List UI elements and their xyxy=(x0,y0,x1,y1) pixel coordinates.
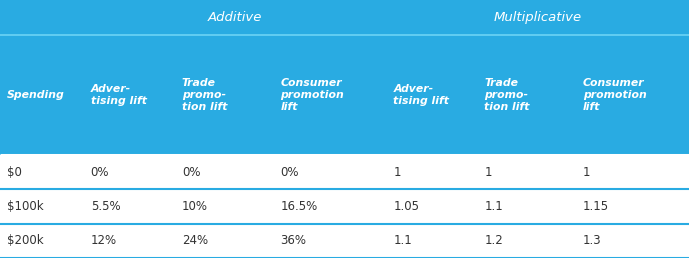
Text: Consumer
promotion
lift: Consumer promotion lift xyxy=(280,78,344,112)
Bar xyxy=(0,189,689,224)
Text: 1.05: 1.05 xyxy=(393,200,420,213)
Bar xyxy=(0,0,689,35)
Text: Multiplicative: Multiplicative xyxy=(493,11,582,24)
Text: 10%: 10% xyxy=(182,200,208,213)
Text: 1: 1 xyxy=(484,166,492,179)
Bar xyxy=(0,155,689,189)
Text: Spending: Spending xyxy=(7,90,65,100)
Bar xyxy=(0,35,689,155)
Text: 24%: 24% xyxy=(182,234,208,247)
Text: $0: $0 xyxy=(7,166,22,179)
Text: 0%: 0% xyxy=(182,166,200,179)
Text: 0%: 0% xyxy=(280,166,299,179)
Text: Trade
promo-
tion lift: Trade promo- tion lift xyxy=(484,78,530,112)
Text: 12%: 12% xyxy=(91,234,117,247)
Text: 1: 1 xyxy=(583,166,590,179)
Text: 5.5%: 5.5% xyxy=(91,200,121,213)
Bar xyxy=(0,224,689,258)
Text: 16.5%: 16.5% xyxy=(280,200,318,213)
Text: $200k: $200k xyxy=(7,234,43,247)
Text: 1.1: 1.1 xyxy=(393,234,412,247)
Text: 36%: 36% xyxy=(280,234,307,247)
Text: Consumer
promotion
lift: Consumer promotion lift xyxy=(583,78,647,112)
Text: 1: 1 xyxy=(393,166,401,179)
Text: 1.15: 1.15 xyxy=(583,200,609,213)
Text: 1.2: 1.2 xyxy=(484,234,503,247)
Text: Adver-
tising lift: Adver- tising lift xyxy=(91,84,147,106)
Text: 1.1: 1.1 xyxy=(484,200,503,213)
Text: Adver-
tising lift: Adver- tising lift xyxy=(393,84,449,106)
Text: Additive: Additive xyxy=(208,11,263,24)
Text: $100k: $100k xyxy=(7,200,43,213)
Text: 1.3: 1.3 xyxy=(583,234,601,247)
Text: 0%: 0% xyxy=(91,166,110,179)
Text: Trade
promo-
tion lift: Trade promo- tion lift xyxy=(182,78,227,112)
